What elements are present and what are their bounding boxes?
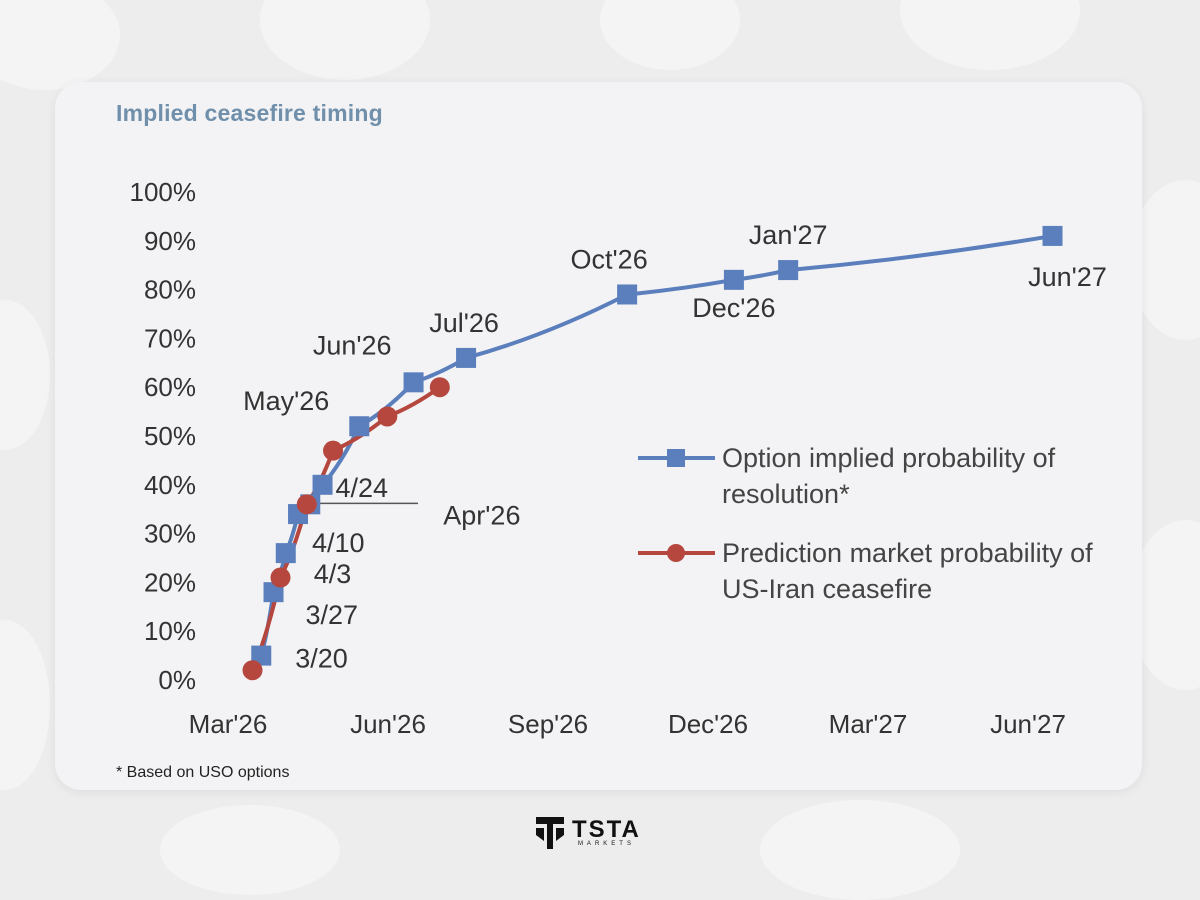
x-tick-label: Jun'27 bbox=[990, 709, 1066, 739]
data-point-square bbox=[617, 284, 638, 305]
x-tick-label: Jun'26 bbox=[350, 709, 426, 739]
legend-label: Option implied probability of bbox=[722, 443, 1056, 473]
y-tick-label: 90% bbox=[144, 226, 196, 256]
data-label: 3/20 bbox=[295, 644, 348, 674]
y-tick-label: 40% bbox=[144, 470, 196, 500]
data-point-circle bbox=[270, 567, 291, 588]
y-tick-label: 20% bbox=[144, 567, 196, 597]
data-point-circle bbox=[296, 494, 317, 515]
data-point-square bbox=[456, 347, 477, 368]
data-point-square bbox=[312, 474, 333, 495]
data-point-square bbox=[723, 269, 744, 290]
data-point-circle bbox=[377, 406, 398, 427]
data-point-circle bbox=[429, 377, 450, 398]
data-label: Apr'26 bbox=[443, 500, 520, 530]
footnote: * Based on USO options bbox=[116, 764, 290, 781]
data-point-square bbox=[251, 645, 272, 666]
data-point-square bbox=[1042, 225, 1063, 246]
data-label: 4/10 bbox=[312, 528, 365, 558]
y-tick-label: 30% bbox=[144, 519, 196, 549]
data-point-circle bbox=[323, 440, 344, 461]
brand-name: TSTA bbox=[572, 816, 641, 843]
line-chart: 0% 10% 20% 30% 40% 50% 60% 70% 80% 90% 100% Mar'26 J… bbox=[130, 177, 1107, 739]
data-label: Jul'26 bbox=[429, 308, 499, 338]
data-label: 4/3 bbox=[314, 559, 352, 589]
data-point-square bbox=[275, 543, 296, 564]
brand-logo: TSTA MARKETS bbox=[536, 817, 641, 849]
data-label: Oct'26 bbox=[571, 244, 648, 274]
legend-marker-circle bbox=[667, 544, 685, 562]
data-point-square bbox=[349, 416, 370, 437]
data-label: Jun'26 bbox=[313, 330, 392, 360]
x-tick-label: Sep'26 bbox=[508, 709, 588, 739]
y-tick-label: 80% bbox=[144, 275, 196, 305]
y-tick-label: 10% bbox=[144, 616, 196, 646]
data-label: 3/27 bbox=[306, 600, 359, 630]
data-point-square bbox=[403, 372, 424, 393]
y-tick-label: 50% bbox=[144, 421, 196, 451]
x-tick-label: Dec'26 bbox=[668, 709, 748, 739]
tsta-logo-icon bbox=[536, 817, 564, 849]
data-label: May'26 bbox=[243, 386, 329, 416]
data-label: Jan'27 bbox=[749, 220, 828, 250]
chart-card bbox=[55, 82, 1142, 790]
data-label: Dec'26 bbox=[692, 293, 775, 323]
legend-label: US-Iran ceasefire bbox=[722, 574, 932, 604]
x-tick-label: Mar'26 bbox=[189, 709, 268, 739]
legend-marker-square bbox=[667, 449, 685, 467]
data-point-circle bbox=[242, 660, 263, 681]
chart-title: Implied ceasefire timing bbox=[116, 100, 383, 126]
legend-label: Prediction market probability of bbox=[722, 538, 1093, 568]
legend-label: resolution* bbox=[722, 479, 850, 509]
y-tick-label: 100% bbox=[130, 177, 197, 207]
data-label: Jun'27 bbox=[1028, 262, 1107, 292]
brand-subtitle: MARKETS bbox=[577, 841, 635, 847]
data-label: 4/24 bbox=[336, 473, 389, 503]
y-tick-label: 60% bbox=[144, 372, 196, 402]
y-tick-label: 0% bbox=[158, 665, 196, 695]
x-tick-label: Mar'27 bbox=[829, 709, 908, 739]
y-tick-label: 70% bbox=[144, 323, 196, 353]
data-point-square bbox=[778, 260, 799, 281]
